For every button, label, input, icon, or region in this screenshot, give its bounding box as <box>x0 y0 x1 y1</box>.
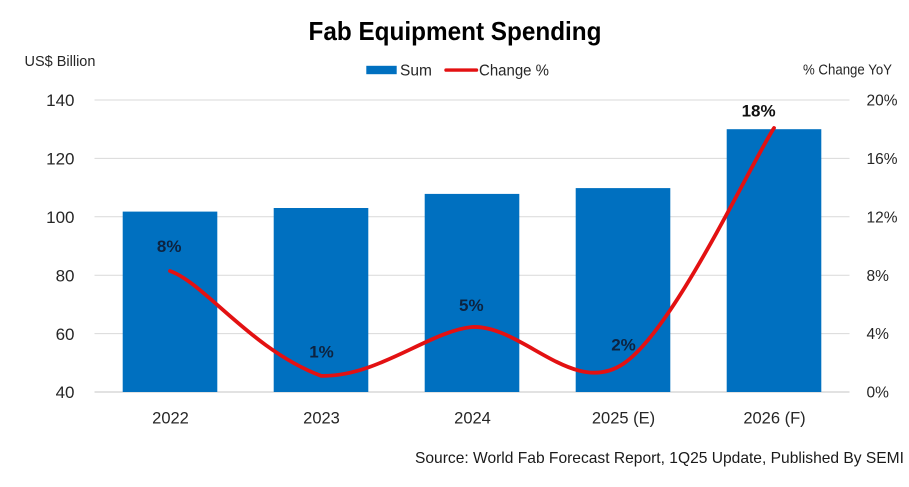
svg-text:2024: 2024 <box>454 409 491 427</box>
svg-text:% Change YoY: % Change YoY <box>803 63 892 79</box>
svg-text:0%: 0% <box>867 385 890 402</box>
svg-text:80: 80 <box>56 266 75 285</box>
svg-text:4%: 4% <box>867 326 890 343</box>
svg-text:100: 100 <box>46 208 74 227</box>
svg-text:16%: 16% <box>867 151 898 168</box>
svg-text:1%: 1% <box>309 342 334 361</box>
svg-text:18%: 18% <box>742 101 776 120</box>
svg-text:Change %: Change % <box>479 63 549 80</box>
svg-text:60: 60 <box>56 325 75 344</box>
svg-text:8%: 8% <box>867 268 890 285</box>
svg-text:2026 (F): 2026 (F) <box>743 409 805 427</box>
svg-text:2023: 2023 <box>303 409 340 427</box>
svg-text:US$ Billion: US$ Billion <box>25 54 96 70</box>
svg-text:8%: 8% <box>157 237 182 256</box>
svg-text:2%: 2% <box>611 335 636 354</box>
svg-text:Fab Equipment Spending: Fab Equipment Spending <box>309 16 602 46</box>
svg-text:140: 140 <box>46 91 74 110</box>
svg-text:2022: 2022 <box>152 409 189 427</box>
svg-text:5%: 5% <box>459 296 484 315</box>
svg-text:12%: 12% <box>867 209 898 226</box>
svg-text:20%: 20% <box>867 93 898 110</box>
svg-text:120: 120 <box>46 150 74 169</box>
svg-text:2025 (E): 2025 (E) <box>592 409 655 427</box>
svg-text:Sum: Sum <box>400 63 432 80</box>
svg-text:40: 40 <box>56 383 75 402</box>
svg-text:Source: World Fab Forecast Rep: Source: World Fab Forecast Report, 1Q25 … <box>415 450 904 467</box>
